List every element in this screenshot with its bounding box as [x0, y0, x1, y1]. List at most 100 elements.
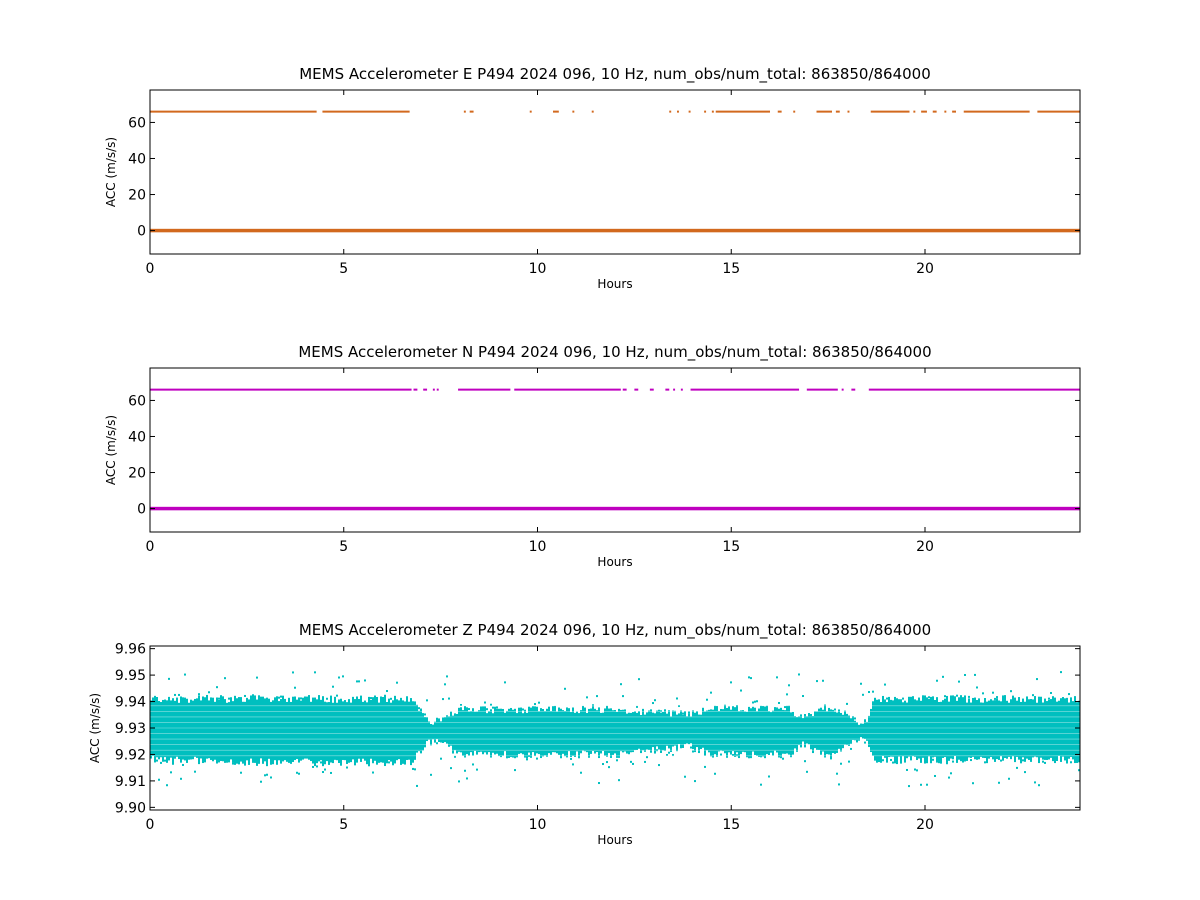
panel-z-outlier-point: [384, 694, 386, 697]
panel-z-noise-column: [1062, 697, 1064, 757]
panel-z-outlier-point: [292, 671, 294, 674]
panel-z-noise-column: [850, 718, 852, 744]
panel-z-noise-column: [208, 700, 210, 759]
panel-z-outlier-point: [958, 680, 960, 683]
panel-z-outlier-point: [972, 782, 974, 785]
panel-z-outlier-point: [522, 708, 524, 711]
panel-z-noise-column: [1044, 698, 1046, 760]
panel-z-outlier-point: [1022, 759, 1024, 762]
panel-z-noise-column: [722, 709, 724, 752]
panel-z-outlier-point: [956, 694, 958, 697]
panel-z-outlier-point: [368, 762, 370, 765]
panel-z-y-tick-label: 9.91: [115, 774, 146, 790]
panel-e-high-segment: [932, 110, 937, 113]
panel-z-noise-column: [856, 722, 858, 743]
panel-z-noise-column: [828, 707, 830, 755]
panel-z-outlier-point: [596, 695, 598, 698]
panel-e-axes-frame: [149, 89, 1081, 255]
panel-z-outlier-point: [302, 697, 304, 700]
panel-z-outlier-point: [444, 683, 446, 686]
panel-z-outlier-point: [638, 678, 640, 681]
panel-z-noise-column: [648, 710, 650, 750]
panel-z-outlier-point: [354, 763, 356, 766]
panel-z-noise-column: [426, 717, 428, 742]
panel-z-noise-column: [594, 708, 596, 754]
panel-z-noise-column: [1060, 698, 1062, 762]
panel-z-outlier-point: [458, 780, 460, 783]
panel-z-noise-column: [952, 695, 954, 760]
panel-z-outlier-point: [450, 767, 452, 770]
panel-z-noise-column: [272, 700, 274, 765]
panel-z-noise-column: [572, 707, 574, 756]
panel-z-noise-column: [414, 701, 416, 760]
panel-z-noise-column: [482, 706, 484, 755]
panel-z-outlier-point: [456, 751, 458, 754]
panel-z-noise-column: [634, 711, 636, 751]
panel-z-noise-column: [908, 696, 910, 757]
panel-n-high-segment: [436, 388, 439, 391]
panel-z-noise-column: [288, 697, 290, 763]
panel-z-outlier-point: [430, 773, 432, 776]
panel-z-noise-column: [730, 709, 732, 755]
panel-z-outlier-point: [756, 700, 758, 703]
panel-n-y-tick-label: 0: [137, 502, 146, 518]
panel-z-outlier-point: [984, 761, 986, 764]
panel-z-outlier-point: [526, 758, 528, 761]
panel-e-x-axis-label: Hours: [597, 277, 632, 291]
panel-z-outlier-point: [460, 703, 462, 706]
panel-z-noise-column: [338, 699, 340, 763]
panel-z-outlier-point: [502, 753, 504, 756]
panel-z-outlier-point: [938, 761, 940, 764]
panel-z-noise-column: [858, 724, 860, 741]
panel-z-noise-column: [924, 695, 926, 764]
panel-z-noise-column: [788, 705, 790, 755]
panel-z-outlier-point: [676, 697, 678, 700]
panel-z-noise-column: [642, 708, 644, 751]
panel-e-y-axis-label: ACC (m/s/s): [104, 137, 118, 207]
panel-z-outlier-point: [486, 708, 488, 711]
panel-e-high-segment: [944, 110, 947, 113]
panel-z-noise-column: [422, 713, 424, 751]
panel-z-outlier-point: [568, 708, 570, 711]
panel-z-noise-column: [282, 695, 284, 762]
panel-e-high-segment: [150, 110, 317, 113]
panel-z-noise-column: [504, 712, 506, 752]
panel-z-noise-column: [872, 701, 874, 756]
panel-n-x-tick-label: 20: [916, 539, 934, 555]
panel-z-outlier-point: [300, 697, 302, 700]
panel-z-noise-column: [472, 708, 474, 756]
panel-z-noise-column: [804, 714, 806, 748]
panel-z-x-tick-label: 20: [916, 817, 934, 833]
panel-z-noise-column: [608, 708, 610, 754]
panel-z-noise-column: [418, 710, 420, 752]
panel-z-noise-column: [536, 706, 538, 754]
panel-z-noise-column: [548, 706, 550, 754]
panel-z-noise-column: [200, 700, 202, 759]
panel-z-noise-column: [678, 713, 680, 744]
panel-z-noise-column: [556, 711, 558, 754]
panel-z-noise-column: [570, 712, 572, 758]
panel-e-high-segment: [322, 110, 410, 113]
panel-z-noise-column: [218, 699, 220, 763]
panel-n-high-segment: [622, 388, 627, 391]
panel-z-noise-column: [574, 712, 576, 757]
panel-z-noise-column: [384, 695, 386, 767]
panel-z-noise-column: [164, 699, 166, 758]
panel-z-noise-column: [810, 714, 812, 750]
panel-e-y-ticks: 0 20 40 60: [128, 115, 1080, 240]
panel-z-outlier-point: [752, 701, 754, 704]
panel-n-data-marks: [150, 388, 1080, 511]
panel-z-outlier-point: [926, 783, 928, 786]
panel-z-noise-column: [988, 700, 990, 759]
panel-n-y-tick-label: 60: [128, 393, 146, 409]
panel-z-noise-column: [238, 697, 240, 764]
panel-e-high-segment: [529, 110, 532, 113]
panel-z-noise-column: [916, 700, 918, 761]
panel-z-outlier-point: [798, 673, 800, 676]
panel-z-noise-column: [888, 696, 890, 758]
panel-z-noise-column: [886, 702, 888, 763]
panel-z-outlier-point: [446, 675, 448, 678]
panel-z-outlier-point: [996, 696, 998, 699]
panel-z-noise-column: [748, 706, 750, 759]
panel-z-noise-column: [612, 710, 614, 755]
